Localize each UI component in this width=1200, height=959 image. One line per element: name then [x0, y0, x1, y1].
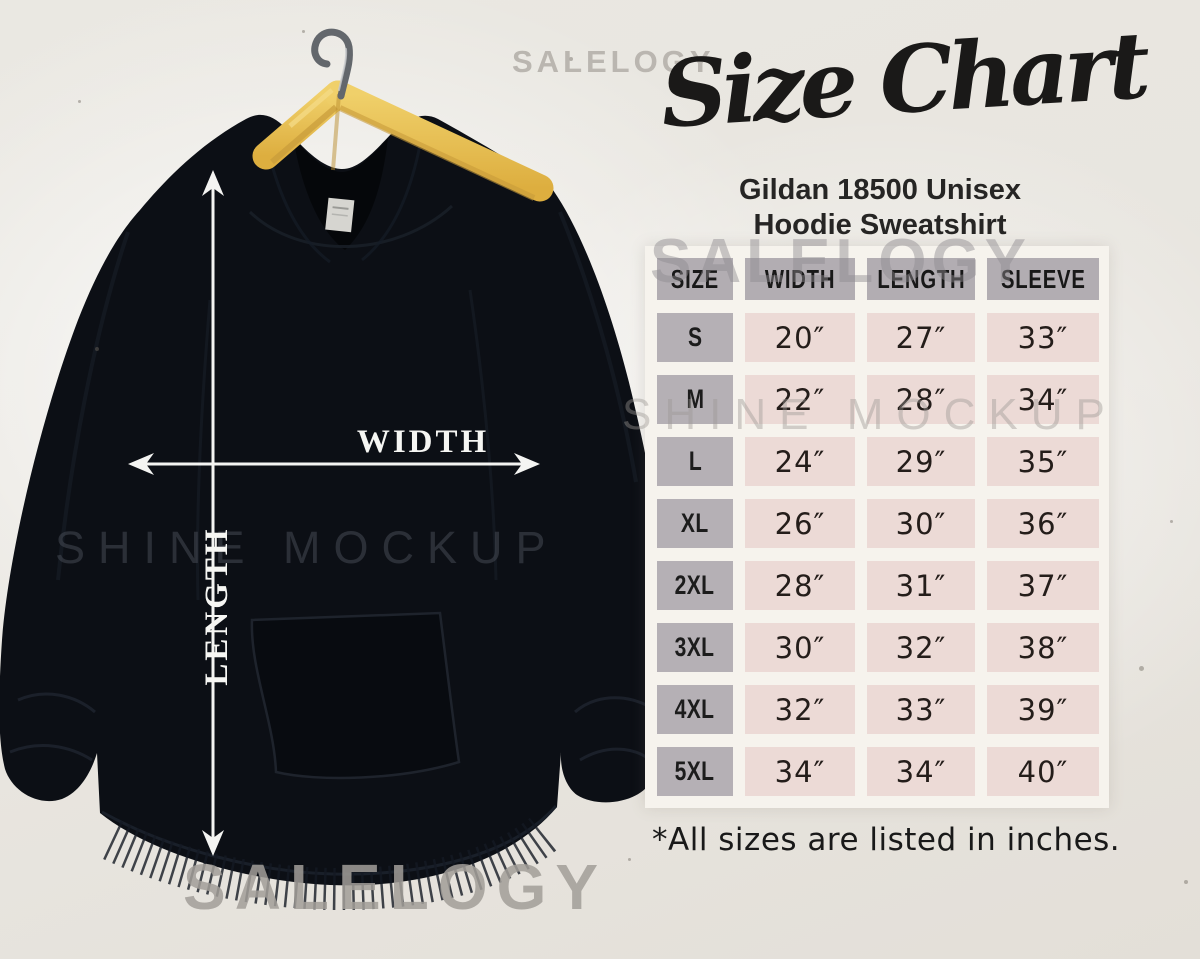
hoodie-silhouette	[0, 115, 669, 886]
measurement-cell: 30″	[745, 623, 855, 672]
column-header: SLEEVE	[987, 258, 1099, 300]
paper-speck	[78, 100, 81, 103]
paper-speck	[1184, 880, 1188, 884]
measurement-cell: 39″	[987, 685, 1099, 734]
measurement-cell: 32″	[745, 685, 855, 734]
measurement-cell: 24″	[745, 437, 855, 486]
measurement-cell: 28″	[867, 375, 975, 424]
measurement-cell: 30″	[867, 499, 975, 548]
paper-speck	[302, 30, 305, 33]
measurement-cell: 35″	[987, 437, 1099, 486]
measurement-cell: 36″	[987, 499, 1099, 548]
length-measure-label: LENGTH	[199, 526, 235, 686]
measurement-cell: 31″	[867, 561, 975, 610]
measurement-cell: 26″	[745, 499, 855, 548]
size-label-cell: 5XL	[657, 747, 733, 796]
paper-speck	[569, 57, 573, 61]
size-label-cell: 3XL	[657, 623, 733, 672]
product-subtitle-line2: Hoodie Sweatshirt	[753, 209, 1007, 241]
measurement-cell: 28″	[745, 561, 855, 610]
measurement-cell: 29″	[867, 437, 975, 486]
size-label-cell: 4XL	[657, 685, 733, 734]
measurement-cell: 37″	[987, 561, 1099, 610]
measurement-cell: 40″	[987, 747, 1099, 796]
measurement-cell: 27″	[867, 313, 975, 362]
measurement-cell: 33″	[867, 685, 975, 734]
hem-ribbing	[101, 805, 562, 911]
size-label-cell: XL	[657, 499, 733, 548]
size-label-cell: S	[657, 313, 733, 362]
measurement-cell: 38″	[987, 623, 1099, 672]
length-arrow	[202, 170, 224, 856]
sizes-footnote: *All sizes are listed in inches.	[652, 822, 1121, 858]
neck-tag	[325, 197, 355, 233]
size-table-grid: SIZE WIDTH LENGTH SLEEVE S 20″ 27″ 33″ M 22″ 28″ 34…	[657, 258, 1099, 796]
size-label-cell: L	[657, 437, 733, 486]
column-header: WIDTH	[745, 258, 855, 300]
measurement-cell: 34″	[867, 747, 975, 796]
measurement-cell: 34″	[745, 747, 855, 796]
paper-speck	[628, 858, 631, 861]
measurement-cell: 32″	[867, 623, 975, 672]
width-arrow	[128, 453, 540, 475]
size-label-cell: 2XL	[657, 561, 733, 610]
hanger-hook	[311, 28, 353, 100]
measurement-cell: 33″	[987, 313, 1099, 362]
measurement-cell: 20″	[745, 313, 855, 362]
product-subtitle-line1: Gildan 18500 Unisex	[738, 174, 1022, 206]
column-header: SIZE	[657, 258, 733, 300]
measurement-cell: 34″	[987, 375, 1099, 424]
kangaroo-pocket	[250, 611, 461, 780]
wooden-hanger	[252, 80, 554, 202]
measurement-cell: 22″	[745, 375, 855, 424]
paper-speck	[1139, 666, 1144, 671]
size-table: SIZE WIDTH LENGTH SLEEVE S 20″ 27″ 33″ M 22″ 28″ 34…	[645, 246, 1109, 808]
size-label-cell: M	[657, 375, 733, 424]
column-header: LENGTH	[867, 258, 975, 300]
width-measure-label: WIDTH	[356, 424, 490, 460]
paper-speck	[95, 347, 99, 351]
paper-speck	[1170, 520, 1173, 523]
